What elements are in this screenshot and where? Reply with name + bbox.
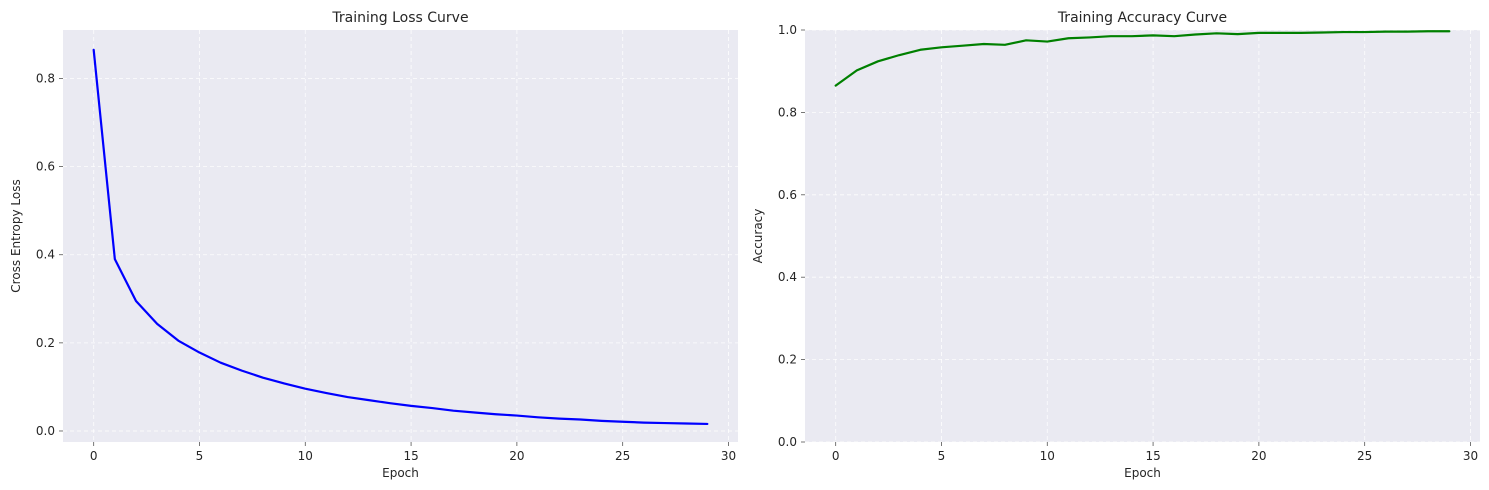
y-axis-label: Accuracy: [751, 209, 765, 264]
x-tick-label: 30: [1463, 449, 1478, 463]
x-tick-label: 0: [832, 449, 840, 463]
chart-title: Training Loss Curve: [331, 10, 468, 26]
y-tick-label: 0.6: [36, 160, 55, 174]
y-tick-label: 0.0: [36, 424, 55, 438]
plot-area: [63, 30, 738, 442]
y-tick-label: 0.2: [36, 336, 55, 350]
y-tick-label: 0.0: [778, 435, 797, 449]
loss-chart: 0 5 10 15 20 25 30 0.0 0.2 0.4 0.6 0.8 Training Loss…: [9, 10, 738, 480]
y-tick-label: 0.8: [36, 71, 55, 85]
y-tick-label: 0.6: [778, 188, 797, 202]
x-axis-label: Epoch: [1124, 466, 1161, 480]
y-tick-label: 0.4: [778, 270, 797, 284]
x-tick-label: 25: [1357, 449, 1372, 463]
y-tick-label: 0.2: [778, 353, 797, 367]
series-line: [92, 48, 709, 426]
x-tick-label: 0: [90, 449, 98, 463]
x-tick-label: 15: [1145, 449, 1160, 463]
x-axis-label: Epoch: [382, 466, 419, 480]
accuracy-chart: 0 5 10 15 20 25 30 0.0 0.2 0.4 0.6 0.8 1.0 Training A…: [751, 10, 1480, 480]
y-tick-label: 0.4: [36, 248, 55, 262]
x-tick-label: 20: [1251, 449, 1266, 463]
plot-area: [805, 30, 1480, 442]
x-tick-label: 30: [721, 449, 736, 463]
y-tick-label: 1.0: [778, 23, 797, 37]
x-tick-label: 10: [298, 449, 313, 463]
x-tick-label: 15: [403, 449, 418, 463]
y-axis-label: Cross Entropy Loss: [9, 179, 23, 292]
y-tick-label: 0.8: [778, 105, 797, 119]
x-tick-label: 5: [196, 449, 204, 463]
series-line: [834, 30, 1451, 87]
x-tick-label: 10: [1040, 449, 1055, 463]
chart-title: Training Accuracy Curve: [1057, 10, 1227, 26]
x-tick-label: 25: [615, 449, 630, 463]
x-tick-label: 5: [938, 449, 946, 463]
x-tick-label: 20: [509, 449, 524, 463]
